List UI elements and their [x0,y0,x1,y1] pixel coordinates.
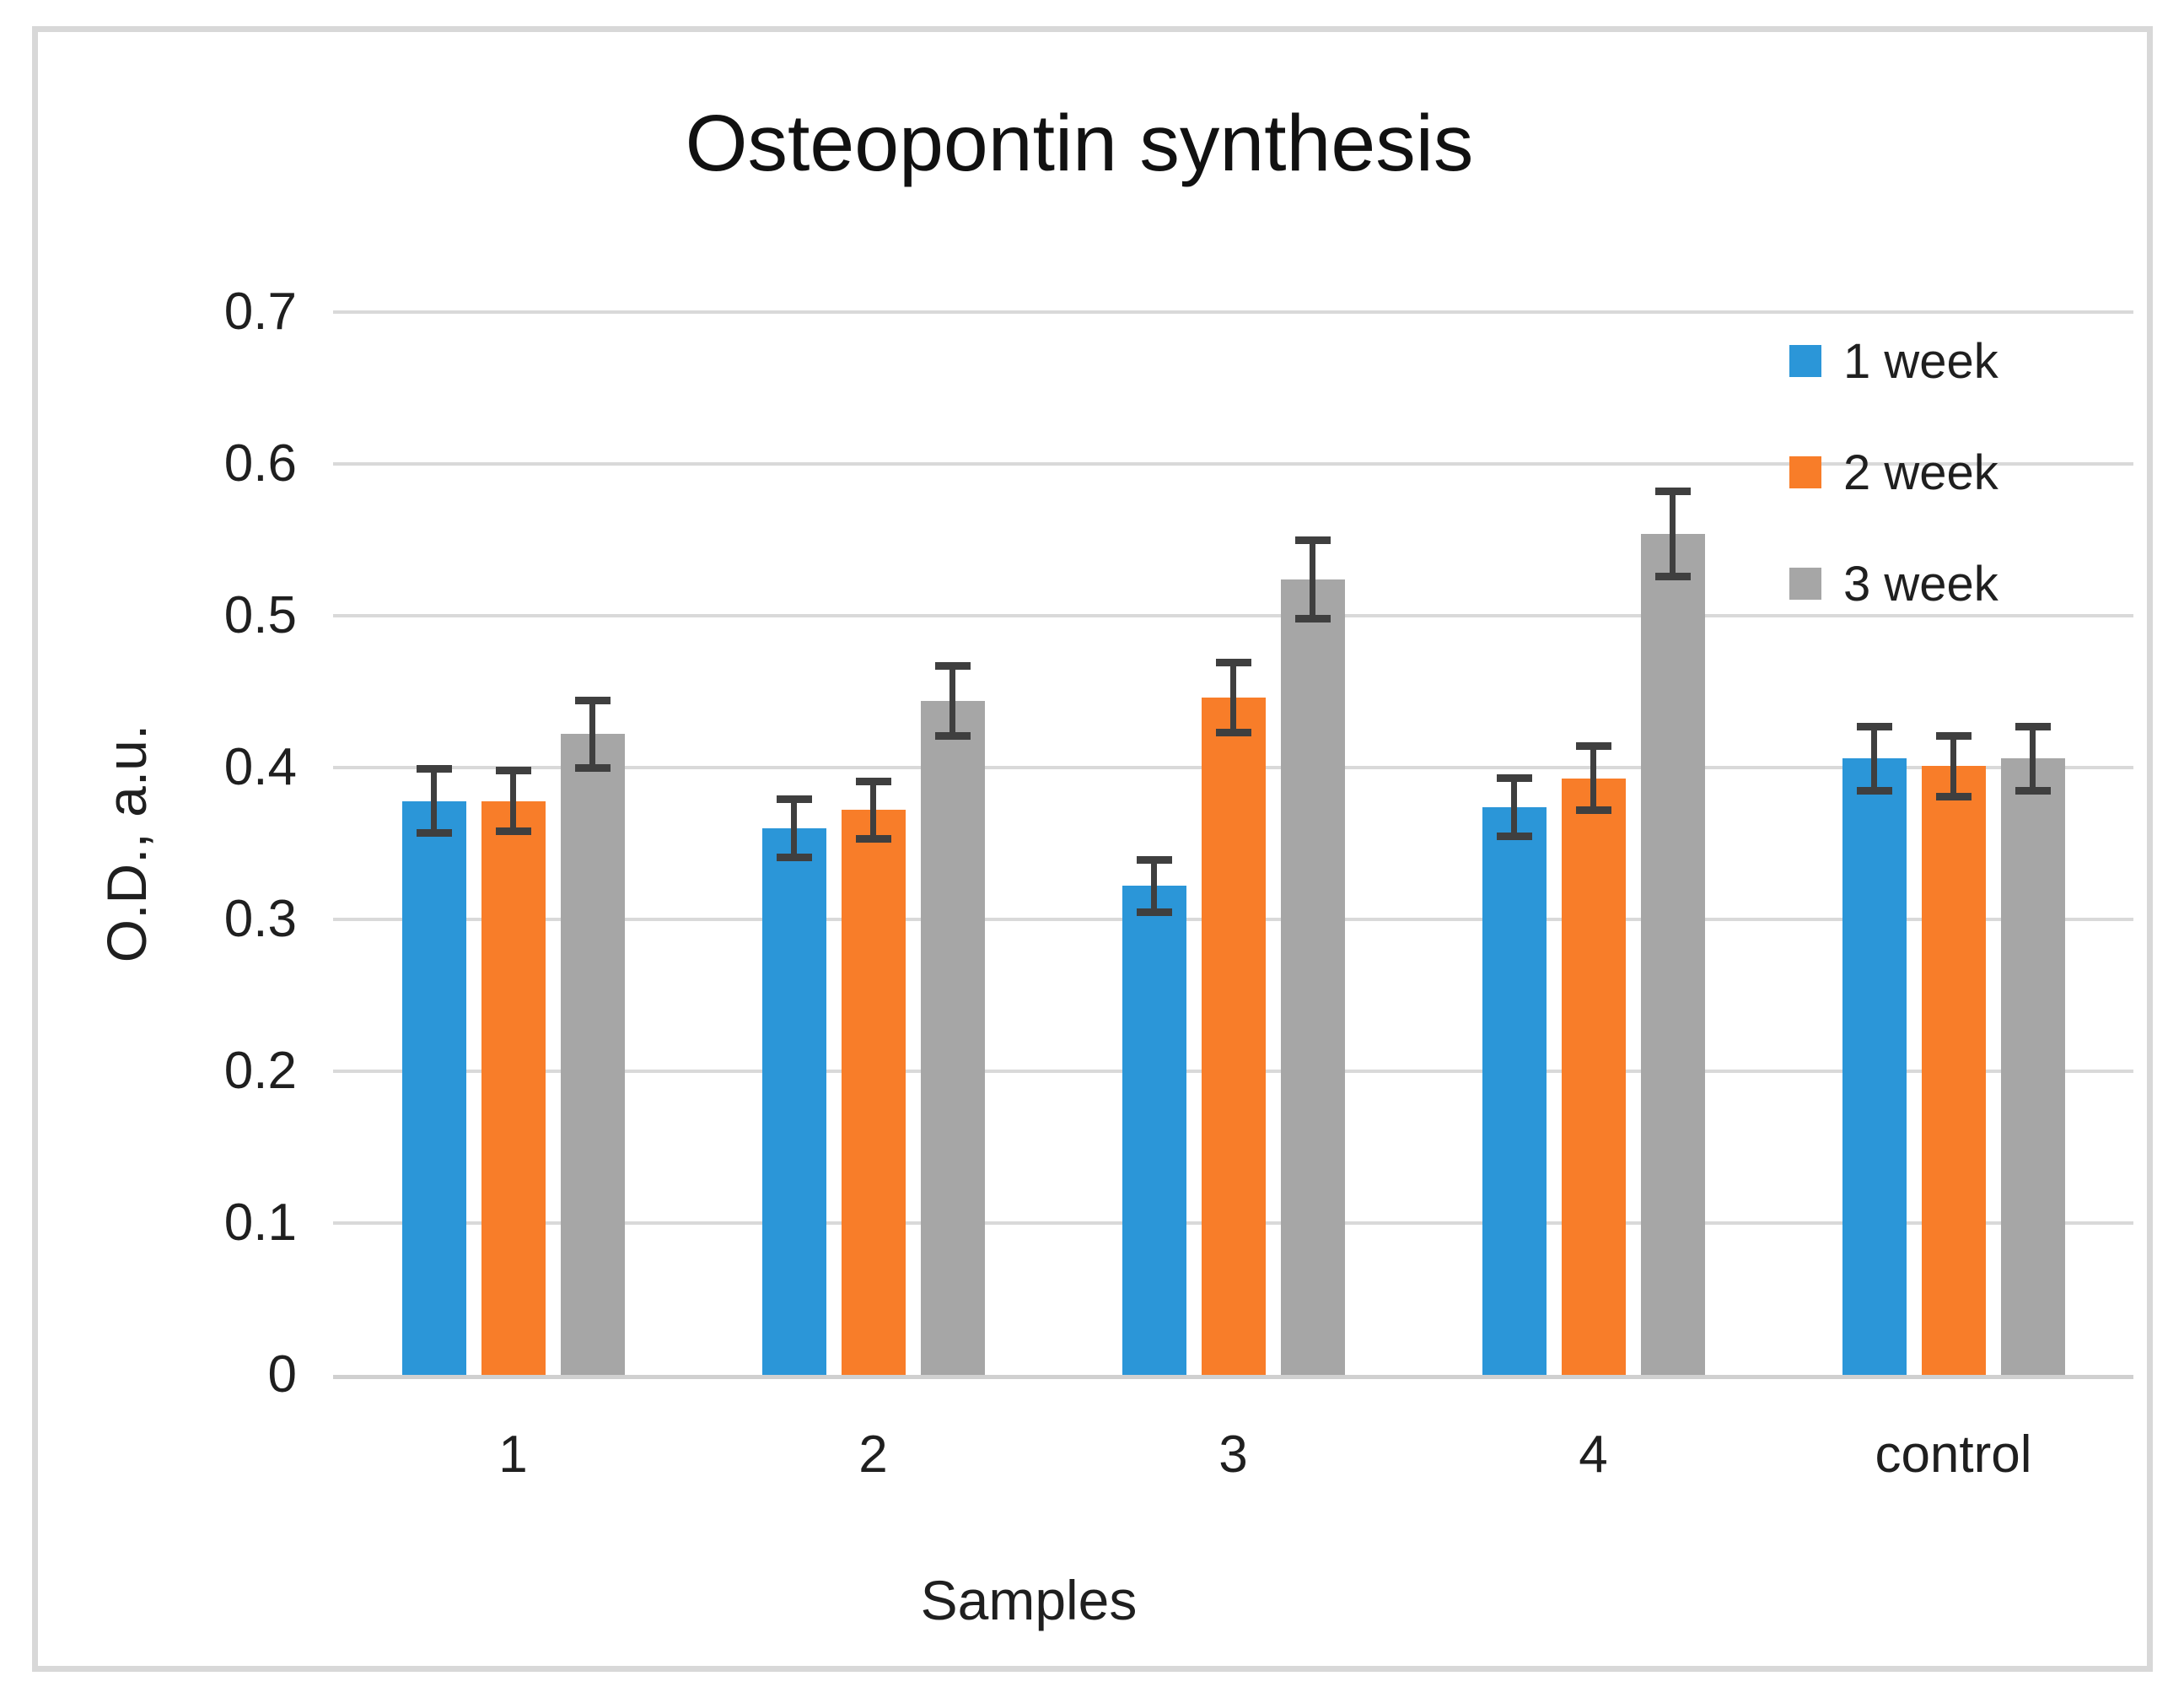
bar-2week-3 [1201,698,1266,1375]
error-bar-cap-bottom [1654,572,1691,580]
error-bar-cap-bottom [574,763,611,772]
y-gridline [333,614,2133,617]
bar-3week-control [2000,758,2065,1375]
error-bar-cap-bottom [1136,908,1172,916]
legend-label: 1 week [1843,333,1998,389]
error-bar-cap-bottom [1575,806,1611,814]
x-tick-label: 2 [858,1425,888,1484]
error-bar-cap-top [1856,722,1892,730]
bar-3week-3 [1280,579,1345,1375]
error-bar-cap-bottom [416,828,452,837]
error-bar-cap-top [1654,487,1691,495]
legend: 1 week 2 week 3 week [1789,324,1998,658]
error-bar-cap-top [574,697,611,705]
y-tick-label: 0 [267,1345,297,1404]
error-bar-cap-bottom [2015,786,2051,795]
error-bar-stem [1950,736,1956,797]
error-bar-cap-bottom [1496,832,1532,840]
legend-swatch [1789,345,1821,377]
error-bar-stem [791,799,797,858]
x-tick-label: 4 [1579,1425,1608,1484]
error-bar-stem [1511,778,1517,836]
x-tick-label: 1 [498,1425,528,1484]
y-tick-label: 0.4 [223,738,297,796]
bar-1week-3 [1122,886,1186,1375]
error-bar-cap-bottom [934,731,971,740]
error-bar-stem [510,770,516,832]
bar-2week-4 [1561,778,1626,1375]
error-bar-cap-top [1496,774,1532,783]
error-bar-stem [1871,726,1877,790]
legend-swatch [1789,456,1821,488]
bar-3week-4 [1640,533,1705,1375]
error-bar-stem [589,700,595,768]
error-bar-cap-bottom [1294,615,1331,623]
error-bar-cap-top [1935,731,1972,740]
error-bar-cap-top [776,795,812,804]
legend-swatch [1789,568,1821,600]
legend-item-3week: 3 week [1789,547,1998,621]
error-bar-stem [1310,540,1315,619]
x-axis-line [333,1375,2133,1379]
y-tick-label: 0.5 [223,586,297,644]
error-bar-cap-bottom [855,835,891,843]
error-bar-stem [949,666,955,736]
y-tick-label: 0.2 [223,1042,297,1100]
y-gridline [333,310,2133,314]
error-bar-cap-top [855,777,891,785]
y-tick-label: 0.3 [223,890,297,948]
chart-border-frame [32,26,2153,1672]
error-bar-cap-top [934,661,971,670]
error-bar-cap-top [2015,722,2051,730]
error-bar-cap-bottom [1935,792,1972,800]
error-bar-cap-bottom [495,827,531,836]
error-bar-cap-top [1575,742,1611,751]
bar-1week-1 [401,800,466,1375]
bar-1week-4 [1482,806,1547,1375]
error-bar-stem [2030,726,2036,790]
chart-title: Osteopontin synthesis [685,99,1474,188]
legend-label: 2 week [1843,445,1998,500]
error-bar-stem [431,768,437,833]
bar-3week-2 [920,700,985,1375]
error-bar-stem [1590,746,1596,811]
error-bar-cap-bottom [1856,786,1892,795]
bar-2week-1 [481,800,546,1375]
error-bar-cap-top [495,767,531,775]
y-axis-title-text: O.D., a.u. [95,724,158,963]
bar-2week-2 [841,810,906,1375]
bar-1week-2 [761,828,826,1375]
error-bar-cap-bottom [1215,729,1251,737]
error-bar-stem [870,781,876,839]
legend-label: 3 week [1843,556,1998,612]
bar-2week-control [1921,766,1986,1375]
legend-item-2week: 2 week [1789,435,1998,509]
error-bar-cap-bottom [776,853,812,861]
legend-item-1week: 1 week [1789,324,1998,398]
error-bar-stem [1151,860,1157,912]
y-tick-label: 0.7 [223,283,297,341]
error-bar-cap-top [1215,659,1251,667]
y-tick-label: 0.6 [223,434,297,493]
error-bar-cap-top [1136,856,1172,865]
x-tick-label: control [1875,1425,2032,1484]
error-bar-stem [1670,491,1676,577]
error-bar-cap-top [1294,536,1331,544]
x-axis-title: Samples [920,1569,1138,1631]
error-bar-cap-top [416,765,452,773]
y-gridline [333,462,2133,466]
y-tick-label: 0.1 [223,1194,297,1252]
x-tick-label: 3 [1218,1425,1248,1484]
error-bar-stem [1230,662,1236,733]
bar-1week-control [1842,758,1907,1375]
bar-3week-1 [560,734,625,1375]
